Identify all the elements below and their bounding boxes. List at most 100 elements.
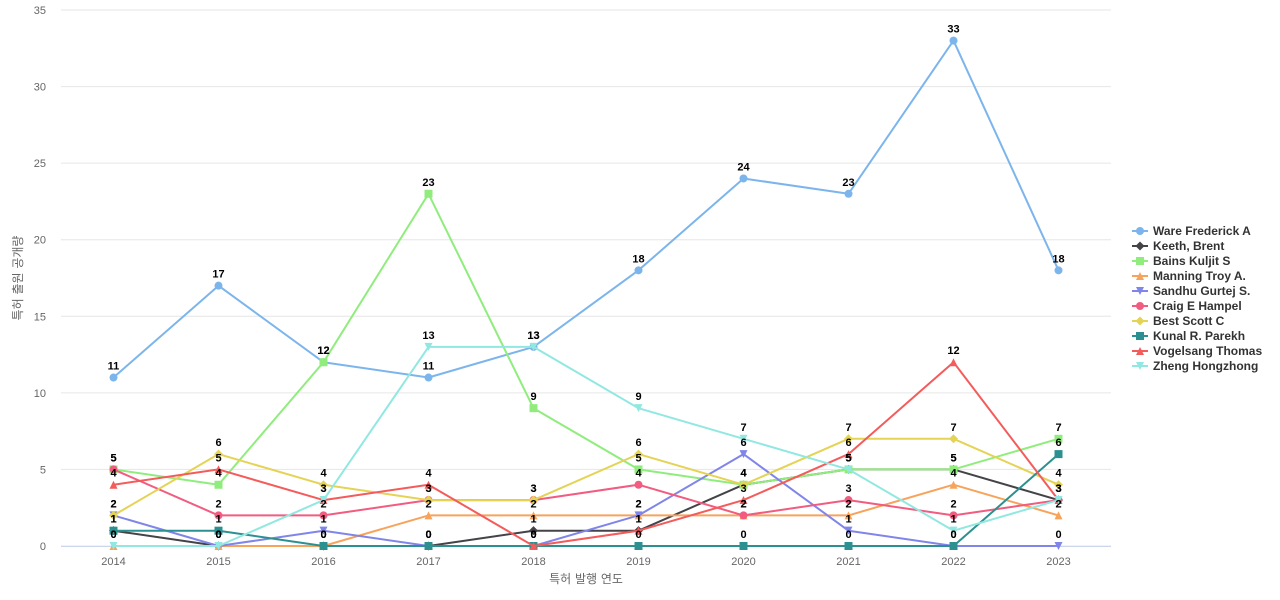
data-point-marker[interactable] (634, 449, 643, 459)
legend-item[interactable]: Craig E Hampel (1132, 299, 1242, 313)
data-point-marker[interactable] (109, 480, 118, 489)
data-point-marker[interactable] (214, 511, 223, 520)
data-point-marker[interactable] (424, 495, 433, 505)
legend-item[interactable]: Ware Frederick A (1132, 224, 1251, 238)
data-point-marker[interactable] (529, 542, 538, 550)
data-point-marker[interactable] (739, 496, 748, 505)
legend-item[interactable]: Bains Kuljit S (1132, 254, 1230, 268)
data-point-marker[interactable] (319, 511, 328, 520)
data-point-marker[interactable] (949, 480, 958, 489)
x-tick-label: 2020 (731, 556, 755, 568)
data-point-marker[interactable] (424, 511, 433, 520)
legend-label: Sandhu Gurtej S. (1153, 284, 1250, 298)
data-label: 0 (215, 529, 221, 541)
data-point-marker[interactable] (634, 404, 643, 413)
legend-item[interactable]: Keeth, Brent (1132, 239, 1224, 253)
data-point-marker[interactable] (214, 526, 223, 535)
series-line[interactable] (112, 192, 1060, 486)
data-point-marker[interactable] (319, 496, 328, 505)
data-label: 0 (110, 529, 116, 541)
data-point-marker[interactable] (529, 511, 538, 520)
data-point-marker[interactable] (844, 450, 853, 459)
data-point-marker[interactable] (949, 36, 958, 45)
data-point-marker[interactable] (424, 342, 433, 351)
data-point-marker[interactable] (949, 358, 958, 367)
data-point-marker[interactable] (844, 511, 853, 520)
data-point-marker[interactable] (109, 373, 118, 382)
data-point-marker[interactable] (739, 450, 748, 459)
data-point-marker[interactable] (529, 495, 538, 505)
data-point-marker[interactable] (109, 510, 118, 520)
legend-item[interactable]: Sandhu Gurtej S. (1132, 284, 1250, 298)
data-label: 0 (950, 529, 956, 541)
data-point-marker[interactable] (949, 526, 958, 535)
data-point-marker[interactable] (424, 373, 433, 382)
data-point-marker[interactable] (529, 526, 538, 536)
data-point-marker[interactable] (214, 542, 223, 550)
legend-item[interactable]: Zheng Hongzhong (1132, 359, 1258, 373)
data-point-marker[interactable] (529, 342, 538, 351)
data-point-marker[interactable] (424, 542, 433, 550)
data-point-marker[interactable] (529, 404, 538, 413)
series-line[interactable] (112, 345, 1060, 547)
data-point-marker[interactable] (844, 189, 853, 198)
data-point-marker[interactable] (739, 174, 748, 183)
data-point-marker[interactable] (109, 526, 118, 535)
data-point-marker[interactable] (739, 434, 748, 443)
data-point-marker[interactable] (214, 480, 223, 489)
data-point-marker[interactable] (214, 449, 223, 459)
data-point-marker[interactable] (319, 358, 328, 367)
y-tick-label: 35 (34, 5, 46, 17)
data-point-marker[interactable] (1054, 496, 1063, 505)
data-point-marker[interactable] (949, 542, 958, 550)
data-label: 23 (842, 177, 854, 189)
legend-item[interactable]: Kunal R. Parekh (1132, 329, 1245, 343)
data-point-marker[interactable] (1054, 511, 1063, 520)
series-line[interactable] (112, 437, 1060, 517)
data-point-marker[interactable] (1054, 266, 1063, 275)
data-point-marker[interactable] (634, 480, 643, 489)
data-point-marker[interactable] (634, 542, 643, 550)
data-point-marker[interactable] (634, 266, 643, 275)
legend-item[interactable]: Best Scott C (1132, 314, 1225, 328)
data-point-marker[interactable] (424, 189, 433, 198)
data-point-marker[interactable] (949, 465, 958, 474)
data-point-marker[interactable] (844, 526, 853, 535)
data-point-marker[interactable] (844, 496, 853, 505)
data-point-marker[interactable] (424, 480, 433, 489)
data-label: 4 (950, 468, 957, 480)
data-point-marker[interactable] (1054, 450, 1063, 459)
data-point-marker[interactable] (319, 526, 328, 535)
data-point-marker[interactable] (844, 434, 853, 444)
data-point-marker[interactable] (844, 465, 853, 474)
series-line[interactable] (112, 39, 1060, 379)
data-point-marker[interactable] (634, 526, 643, 535)
legend-label: Bains Kuljit S (1153, 254, 1230, 268)
data-point-marker[interactable] (739, 542, 748, 550)
legend-item[interactable]: Manning Troy A. (1132, 269, 1246, 283)
data-label: 2 (215, 498, 221, 510)
data-point-marker[interactable] (109, 542, 118, 550)
series-line[interactable] (112, 361, 1060, 547)
data-point-marker[interactable] (319, 542, 328, 550)
data-point-marker[interactable] (1054, 434, 1063, 443)
data-point-marker[interactable] (214, 281, 223, 290)
data-point-marker[interactable] (634, 465, 643, 474)
data-point-marker[interactable] (319, 480, 328, 490)
data-point-marker[interactable] (949, 434, 958, 444)
data-point-marker[interactable] (214, 465, 223, 474)
data-point-marker[interactable] (844, 542, 853, 550)
series-line[interactable] (112, 468, 1060, 517)
data-point-marker[interactable] (1054, 542, 1063, 550)
data-point-marker[interactable] (739, 511, 748, 520)
series-line[interactable] (112, 453, 1060, 547)
y-tick-label: 20 (34, 235, 46, 247)
data-point-marker[interactable] (739, 480, 748, 490)
data-point-marker[interactable] (634, 511, 643, 520)
data-point-marker[interactable] (1054, 480, 1063, 490)
data-point-marker[interactable] (949, 511, 958, 520)
series-line[interactable] (112, 453, 1060, 547)
legend-item[interactable]: Vogelsang Thomas (1132, 344, 1262, 358)
data-point-marker[interactable] (109, 465, 118, 474)
